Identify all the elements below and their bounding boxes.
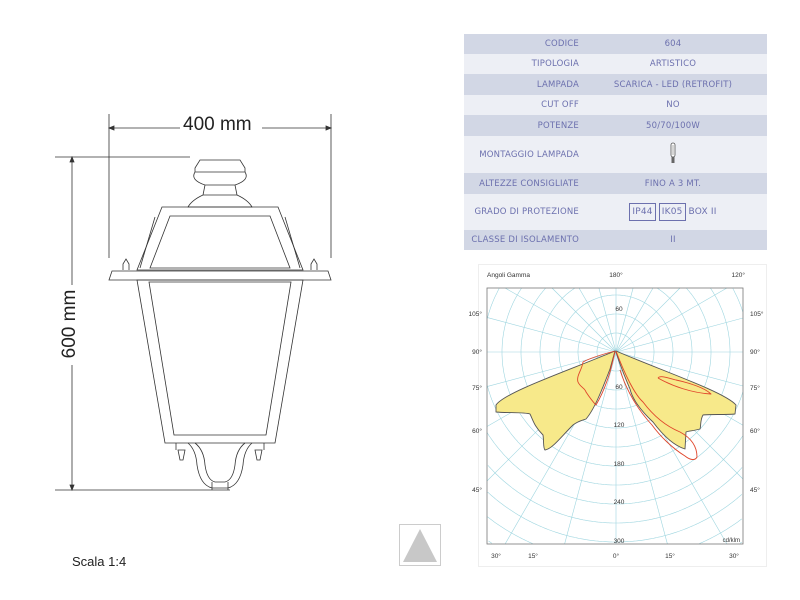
bottom-angle-label: 30° bbox=[491, 552, 501, 560]
grid-ring bbox=[487, 491, 743, 543]
grid-ring bbox=[501, 288, 731, 467]
ring-value-label: 180 bbox=[614, 461, 625, 468]
side-angle-label-left: 45° bbox=[472, 486, 482, 494]
grid-ring bbox=[487, 516, 742, 544]
scale-label: Scala 1:4 bbox=[72, 554, 127, 569]
chart-title: Angoli Gamma bbox=[487, 272, 530, 279]
grid-spoke bbox=[578, 287, 617, 353]
grid-spoke bbox=[615, 287, 634, 353]
side-angle-label-right: 90° bbox=[750, 348, 760, 356]
ring-value-label: 300 bbox=[614, 538, 625, 545]
row-value: NO bbox=[666, 100, 680, 110]
red-curve-right bbox=[615, 350, 712, 460]
box-value: BOX II bbox=[688, 207, 717, 217]
polar-photometric-chart: 180° 120° 105° 105° 90° 90° 75° 75° 60° 60° 45° 45°… bbox=[469, 271, 764, 560]
grid-spoke bbox=[504, 287, 617, 353]
logo-triangle-icon bbox=[399, 524, 441, 566]
ik-badge: IK05 bbox=[658, 203, 686, 221]
side-angle-label-left: 90° bbox=[472, 348, 482, 356]
row-label: ALTEZZE CONSIGLIATE bbox=[479, 178, 579, 189]
row-label: GRADO DI PROTEZIONE bbox=[474, 207, 579, 217]
grid-ring bbox=[486, 432, 744, 505]
grid-spoke bbox=[615, 317, 744, 353]
table-row-lampada: LAMPADA SCARICA - LED (RETROFIT) bbox=[464, 74, 767, 95]
row-value: FINO A 3 MT. bbox=[644, 178, 702, 189]
side-angle-label-left: 75° bbox=[472, 384, 482, 392]
row-value: 50/70/100W bbox=[646, 120, 700, 131]
grid-spoke bbox=[551, 287, 617, 353]
table-row-isolamento: CLASSE DI ISOLAMENTO II bbox=[464, 230, 767, 250]
side-angle-label-left: 60° bbox=[472, 427, 482, 435]
light-lobe-right bbox=[615, 350, 737, 450]
row-value: SCARICA - LED (RETROFIT) bbox=[613, 79, 733, 90]
side-angle-label-right: 75° bbox=[750, 384, 760, 392]
row-label: POTENZE bbox=[537, 120, 579, 131]
light-lobe-left bbox=[495, 350, 616, 451]
ring-value-label: 120 bbox=[614, 422, 625, 429]
plot-frame bbox=[486, 287, 744, 545]
row-value: IP44 IK05 BOX II bbox=[579, 203, 767, 221]
row-value: 604 bbox=[664, 39, 682, 49]
grid-spoke bbox=[615, 351, 744, 387]
grid-spoke bbox=[564, 351, 617, 545]
grid-ring bbox=[487, 465, 743, 524]
grid-spoke bbox=[615, 287, 654, 353]
row-value: ARTISTICO bbox=[649, 59, 697, 69]
table-row-protezione: GRADO DI PROTEZIONE IP44 IK05 BOX II bbox=[464, 194, 767, 230]
row-label: MONTAGGIO LAMPADA bbox=[479, 149, 579, 160]
table-row-montaggio: MONTAGGIO LAMPADA bbox=[464, 136, 767, 173]
lamp-technical-drawing bbox=[55, 114, 333, 492]
top-angle-label: 120° bbox=[732, 271, 746, 279]
grid-spoke bbox=[615, 287, 728, 353]
table-row-codice: CODICE 604 bbox=[464, 34, 767, 54]
table-row-tipologia: TIPOLOGIA ARTISTICO bbox=[464, 54, 767, 74]
top-angle-label: 180° bbox=[609, 271, 623, 279]
lamp-bulb-icon bbox=[670, 142, 676, 163]
grid-spoke bbox=[615, 287, 681, 353]
bottom-angle-label: 0° bbox=[613, 552, 620, 560]
table-row-cut-off: CUT OFF NO bbox=[464, 95, 767, 115]
height-dimension-label: 600 mm bbox=[59, 289, 80, 359]
table-row-altezze: ALTEZZE CONSIGLIATE FINO A 3 MT. bbox=[464, 173, 767, 194]
side-angle-label-right: 105° bbox=[750, 310, 764, 318]
table-row-potenze: POTENZE 50/70/100W bbox=[464, 115, 767, 136]
width-dimension-label: 400 mm bbox=[183, 114, 252, 135]
polar-diagram-panel bbox=[478, 264, 767, 567]
grid-ring bbox=[488, 540, 742, 544]
side-angle-label-right: 60° bbox=[750, 427, 760, 435]
row-label: LAMPADA bbox=[536, 79, 579, 90]
spec-table: CODICE 604 TIPOLOGIA ARTISTICO LAMPADA SCAR… bbox=[464, 34, 767, 250]
unit-label: cd/klm bbox=[723, 538, 740, 544]
red-curve-left bbox=[577, 350, 616, 406]
grid-spoke bbox=[598, 287, 617, 353]
ip-badge: IP44 bbox=[629, 203, 656, 221]
side-angle-label-right: 45° bbox=[750, 486, 760, 494]
ring-value-label: 240 bbox=[614, 499, 625, 506]
row-value bbox=[579, 142, 767, 167]
ring-value-label: 60 bbox=[615, 306, 623, 313]
row-value: II bbox=[670, 235, 676, 245]
grid-spoke bbox=[486, 317, 617, 353]
bottom-angle-label: 30° bbox=[729, 552, 739, 560]
row-label: CLASSE DI ISOLAMENTO bbox=[471, 235, 579, 245]
grid-spoke bbox=[615, 351, 668, 545]
row-label: CUT OFF bbox=[541, 100, 579, 110]
ring-value-label: 60 bbox=[615, 384, 623, 391]
row-label: TIPOLOGIA bbox=[531, 59, 579, 69]
grid-ring bbox=[486, 288, 744, 486]
grid-spoke bbox=[486, 351, 617, 387]
row-label: CODICE bbox=[544, 39, 579, 49]
side-angle-label-left: 105° bbox=[469, 310, 483, 318]
bottom-angle-label: 15° bbox=[665, 552, 675, 560]
bottom-angle-label: 15° bbox=[528, 552, 538, 560]
